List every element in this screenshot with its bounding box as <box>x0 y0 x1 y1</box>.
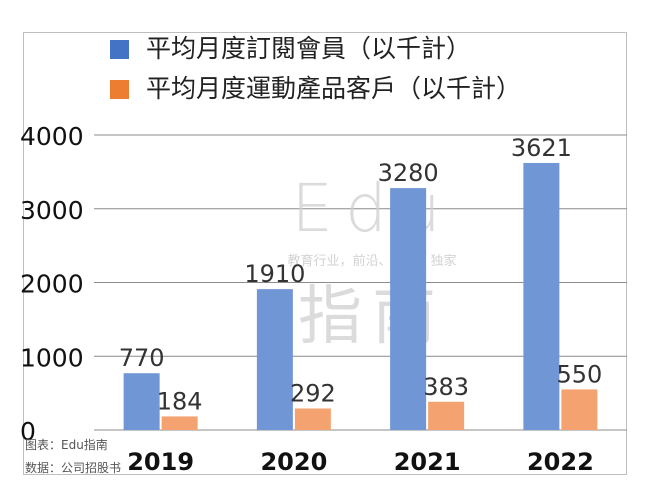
bar-customers <box>161 416 198 430</box>
source-chart-by: 图表：Edu指南 <box>25 438 108 452</box>
data-label: 770 <box>119 344 165 372</box>
bars <box>123 162 598 431</box>
bar-members <box>256 289 293 430</box>
bar-customers <box>294 408 331 430</box>
watermark-tagline: 教育行业，前沿、深度、独家 <box>287 253 456 269</box>
data-labels: 770 184 1910 292 3280 383 3621 550 <box>119 134 603 415</box>
x-tick-label: 2021 <box>394 448 461 476</box>
x-tick-label: 2020 <box>260 448 327 476</box>
bar-members <box>123 373 160 430</box>
y-tick-label: 2000 <box>20 270 84 299</box>
bar-customers <box>561 389 598 430</box>
y-tick-label: 0 <box>20 417 36 446</box>
legend-label-customers: 平均月度運動產品客戶（以千計） <box>146 74 522 103</box>
data-label: 184 <box>157 387 203 415</box>
data-label: 383 <box>423 373 469 401</box>
bar-customers <box>428 401 465 430</box>
x-tick-label: 2019 <box>127 448 194 476</box>
data-label: 1910 <box>244 260 305 288</box>
x-tick-label: 2022 <box>527 448 594 476</box>
source-data-from: 数据：公司招股书 <box>25 461 122 475</box>
data-label: 3621 <box>511 134 572 162</box>
bar-members <box>523 162 560 431</box>
x-axis-ticks: 2019 2020 2021 2022 <box>127 448 594 476</box>
data-label: 550 <box>556 360 602 388</box>
y-tick-label: 4000 <box>20 122 84 151</box>
data-label: 292 <box>290 379 336 407</box>
legend-label-members: 平均月度訂閱會員（以千計） <box>146 34 472 63</box>
data-label: 3280 <box>378 159 439 187</box>
y-axis-ticks: 0 1000 2000 3000 4000 <box>20 122 84 446</box>
bar-members <box>390 188 427 430</box>
legend-swatch-customers <box>110 80 129 99</box>
chart-frame <box>23 32 627 475</box>
y-tick-label: 3000 <box>20 196 84 225</box>
legend-swatch-members <box>110 40 129 59</box>
y-tick-label: 1000 <box>20 343 84 372</box>
watermark: Edu 教育行业，前沿、深度、独家 指南 <box>287 170 456 354</box>
